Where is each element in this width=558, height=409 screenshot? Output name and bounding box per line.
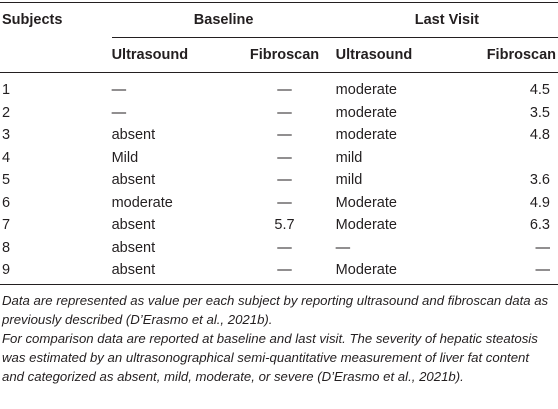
cell-subject: 7 <box>2 217 11 234</box>
cell-lastvisit-ultrasound: moderate <box>335 104 397 121</box>
cell-lastvisit-fibroscan: 3.5 <box>529 104 550 121</box>
cell-lastvisit-ultrasound: mild <box>335 149 363 166</box>
table-header-row-sub: Ultrasound Fibroscan Ultrasound Fibrosca… <box>0 37 558 73</box>
column-group-baseline: Baseline <box>111 2 336 38</box>
column-header-lastvisit-fibroscan: Fibroscan <box>459 37 558 73</box>
table-figure: Subjects Baseline Last Visit Ultrasound … <box>0 2 558 386</box>
cell-lastvisit-fibroscan: 4.8 <box>529 127 550 144</box>
cell-lastvisit-ultrasound: Moderate <box>335 194 397 211</box>
column-header-spacer <box>0 37 112 73</box>
cell-baseline-fibroscan: — <box>277 149 292 166</box>
table-row: 8 absent — — — <box>0 237 558 260</box>
table-row: 3 absent — moderate 4.8 <box>0 124 558 147</box>
table-row: 9 absent — Moderate — <box>0 259 558 285</box>
cell-lastvisit-fibroscan: — <box>535 239 551 256</box>
cell-baseline-ultrasound: moderate <box>111 194 173 211</box>
cell-lastvisit-ultrasound: moderate <box>335 82 397 99</box>
column-header-baseline-fibroscan: Fibroscan <box>233 37 336 73</box>
cell-baseline-fibroscan: — <box>277 172 292 189</box>
cell-baseline-fibroscan: — <box>277 82 292 99</box>
cell-subject: 6 <box>2 194 11 211</box>
cell-lastvisit-fibroscan: 6.3 <box>529 217 550 234</box>
table-row: 2 — — moderate 3.5 <box>0 102 558 125</box>
column-header-baseline-ultrasound: Ultrasound <box>111 37 234 73</box>
cell-lastvisit-fibroscan <box>459 147 558 170</box>
cell-subject: 8 <box>2 239 11 256</box>
cell-baseline-ultrasound: absent <box>111 172 156 189</box>
cell-subject: 4 <box>2 149 11 166</box>
cell-lastvisit-ultrasound: mild <box>335 172 363 189</box>
cell-lastvisit-ultrasound: Moderate <box>335 217 397 234</box>
cell-baseline-fibroscan: — <box>277 104 292 121</box>
cell-baseline-ultrasound: — <box>111 82 127 99</box>
table-footnotes: Data are represented as value per each s… <box>0 291 554 386</box>
cell-baseline-fibroscan: — <box>277 127 292 144</box>
table-header-row-top: Subjects Baseline Last Visit <box>0 2 558 38</box>
cell-subject: 1 <box>2 82 11 99</box>
cell-lastvisit-ultrasound: moderate <box>335 127 397 144</box>
cell-subject: 2 <box>2 104 11 121</box>
table-row: 1 — — moderate 4.5 <box>0 73 558 102</box>
cell-lastvisit-ultrasound: Moderate <box>335 259 460 285</box>
table-row: 4 Mild — mild <box>0 147 558 170</box>
cell-subject: 9 <box>0 259 112 285</box>
table-row: 5 absent — mild 3.6 <box>0 169 558 192</box>
cell-lastvisit-ultrasound: — <box>335 239 351 256</box>
column-group-last-visit: Last Visit <box>335 2 558 38</box>
cell-lastvisit-fibroscan: 4.9 <box>529 194 550 211</box>
footnote: Data are represented as value per each s… <box>2 292 549 327</box>
cell-lastvisit-fibroscan: 4.5 <box>529 82 550 99</box>
column-header-subjects: Subjects <box>0 2 112 38</box>
cell-baseline-fibroscan: — <box>277 194 292 211</box>
cell-baseline-ultrasound: absent <box>111 127 156 144</box>
footnote: For comparison data are reported at base… <box>2 330 538 384</box>
cell-subject: 3 <box>2 127 11 144</box>
table-row: 6 moderate — Moderate 4.9 <box>0 192 558 215</box>
cell-subject: 5 <box>2 172 11 189</box>
table-row: 7 absent 5.7 Moderate 6.3 <box>0 214 558 237</box>
column-header-lastvisit-ultrasound: Ultrasound <box>335 37 460 73</box>
cell-baseline-ultrasound: absent <box>111 239 156 256</box>
cell-lastvisit-fibroscan: — <box>459 259 558 285</box>
data-table: Subjects Baseline Last Visit Ultrasound … <box>0 2 558 285</box>
cell-baseline-ultrasound: absent <box>111 259 234 285</box>
cell-baseline-fibroscan: — <box>277 239 292 256</box>
cell-baseline-ultrasound: absent <box>111 217 156 234</box>
cell-baseline-fibroscan: 5.7 <box>274 217 295 234</box>
cell-baseline-ultrasound: — <box>111 104 127 121</box>
cell-baseline-fibroscan: — <box>233 259 336 285</box>
cell-baseline-ultrasound: Mild <box>111 149 139 166</box>
cell-lastvisit-fibroscan: 3.6 <box>529 172 550 189</box>
